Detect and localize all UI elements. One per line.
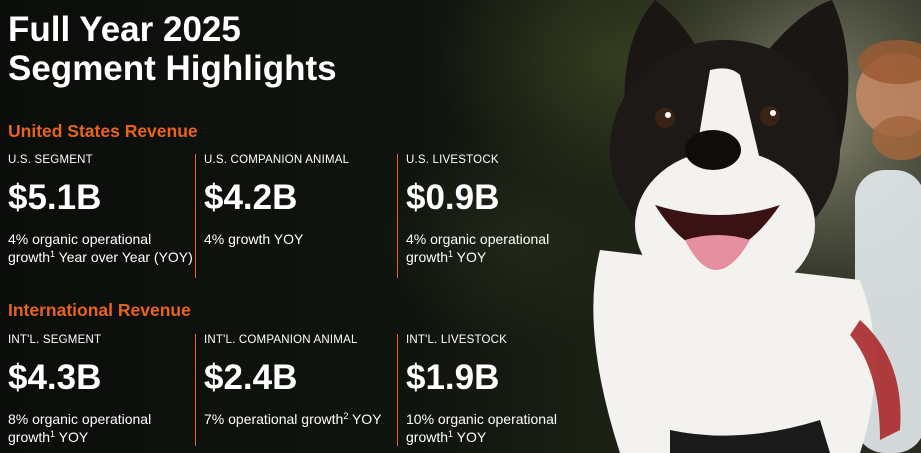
page-title: Full Year 2025 Segment Highlights — [8, 10, 337, 88]
dog-harness — [670, 420, 830, 453]
intl-livestock-column: INT'L. LIVESTOCK $1.9B 10% organic opera… — [397, 334, 596, 446]
intl-companion-animal-column: INT'L. COMPANION ANIMAL $2.4B 7% operati… — [195, 334, 394, 446]
us-companion-animal-description: 4% growth YOY — [204, 231, 304, 247]
dog-photo — [560, 0, 921, 453]
dog-eye-left — [655, 108, 675, 128]
intl-companion-animal-description: 7% operational growth2 YOY — [204, 411, 382, 427]
dog-body — [593, 250, 875, 453]
us-companion-animal-label: U.S. COMPANION ANIMAL — [204, 154, 350, 166]
title-line-2: Segment Highlights — [8, 49, 337, 88]
intl-livestock-label: INT'L. LIVESTOCK — [406, 334, 508, 346]
us-companion-animal-column: U.S. COMPANION ANIMAL $4.2B 4% growth YO… — [195, 154, 394, 278]
us-segment-description: 4% organic operational growth1 Year over… — [8, 231, 193, 265]
intl-livestock-value: $1.9B — [406, 358, 500, 397]
intl-segment-value: $4.3B — [8, 358, 102, 397]
us-livestock-column: U.S. LIVESTOCK $0.9B 4% organic operatio… — [397, 154, 596, 278]
us-livestock-value: $0.9B — [406, 178, 500, 217]
intl-companion-animal-value: $2.4B — [204, 358, 298, 397]
intl-segment-label: INT'L. SEGMENT — [8, 334, 102, 346]
us-revenue-heading: United States Revenue — [8, 121, 198, 141]
slide-content: Full Year 2025 Segment Highlights United… — [8, 10, 596, 446]
dog-eye-right — [760, 106, 780, 126]
intl-companion-animal-label: INT'L. COMPANION ANIMAL — [204, 334, 358, 346]
us-segment-label: U.S. SEGMENT — [8, 154, 93, 166]
intl-segment-description: 8% organic operational growth1 YOY — [8, 411, 152, 445]
us-segment-value: $5.1B — [8, 178, 102, 217]
international-revenue-heading: International Revenue — [8, 300, 191, 320]
intl-livestock-description: 10% organic operational growth1 YOY — [406, 411, 557, 445]
dog-tongue — [685, 235, 750, 270]
intl-segment-column: INT'L. SEGMENT $4.3B 8% organic operatio… — [8, 334, 198, 446]
title-line-1: Full Year 2025 — [8, 10, 241, 49]
us-livestock-label: U.S. LIVESTOCK — [406, 154, 499, 166]
us-companion-animal-value: $4.2B — [204, 178, 298, 217]
us-segment-column: U.S. SEGMENT $5.1B 4% organic operationa… — [8, 154, 198, 266]
us-livestock-description: 4% organic operational growth1 YOY — [406, 231, 550, 265]
dog-nose — [685, 130, 741, 170]
